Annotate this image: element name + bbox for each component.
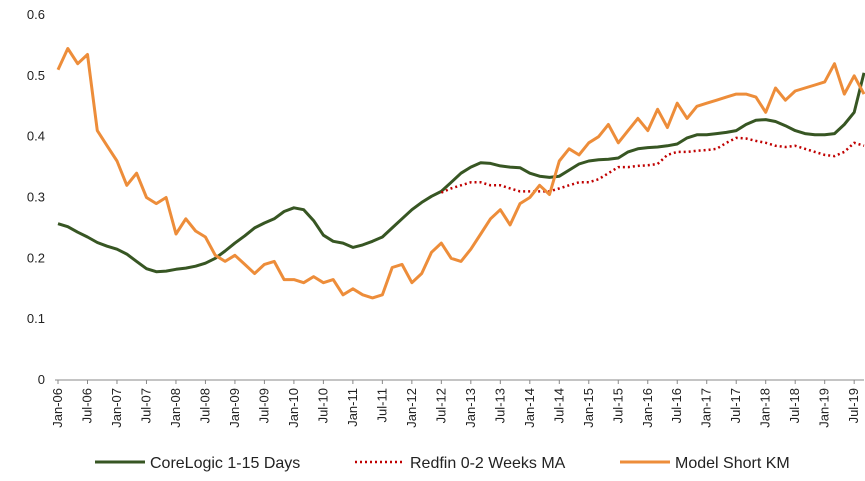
y-tick-label: 0.6 (27, 7, 45, 22)
x-tick-label: Jul-08 (197, 388, 212, 423)
x-tick-label: Jan-07 (109, 388, 124, 428)
x-tick-label: Jul-13 (492, 388, 507, 423)
y-tick-label: 0.2 (27, 250, 45, 265)
x-tick-label: Jan-06 (50, 388, 65, 428)
y-tick-label: 0.4 (27, 129, 45, 144)
x-tick-label: Jan-13 (463, 388, 478, 428)
x-tick-label: Jan-15 (581, 388, 596, 428)
x-tick-label: Jul-18 (787, 388, 802, 423)
y-tick-label: 0.5 (27, 68, 45, 83)
x-tick-label: Jan-19 (817, 388, 832, 428)
x-tick-label: Jan-11 (345, 388, 360, 427)
x-tick-label: Jul-14 (551, 388, 566, 423)
y-tick-label: 0.1 (27, 311, 45, 326)
x-tick-label: Jul-10 (315, 388, 330, 423)
legend-label: Redfin 0-2 Weeks MA (410, 455, 566, 472)
y-tick-label: 0 (38, 372, 45, 387)
x-tick-label: Jul-16 (669, 388, 684, 423)
x-tick-label: Jan-09 (227, 388, 242, 428)
x-tick-label: Jan-18 (758, 388, 773, 428)
x-tick-label: Jan-14 (522, 388, 537, 428)
x-tick-label: Jan-08 (168, 388, 183, 428)
x-tick-label: Jan-17 (699, 388, 714, 428)
x-tick-label: Jul-19 (846, 388, 861, 423)
x-tick-label: Jul-06 (79, 388, 94, 423)
x-tick-label: Jul-09 (256, 388, 271, 423)
x-tick-label: Jan-10 (286, 388, 301, 428)
series-line (57, 72, 865, 274)
x-tick-label: Jul-15 (610, 388, 625, 423)
legend-label: CoreLogic 1-15 Days (150, 455, 300, 472)
x-tick-label: Jul-17 (728, 388, 743, 423)
y-tick-label: 0.3 (27, 190, 45, 205)
legend-label: Model Short KM (675, 455, 790, 472)
x-tick-label: Jan-12 (404, 388, 419, 428)
x-tick-label: Jul-11 (374, 388, 389, 422)
x-tick-label: Jul-12 (433, 388, 448, 423)
x-tick-label: Jan-16 (640, 388, 655, 428)
series-line (56, 47, 865, 300)
x-tick-label: Jul-07 (138, 388, 153, 423)
